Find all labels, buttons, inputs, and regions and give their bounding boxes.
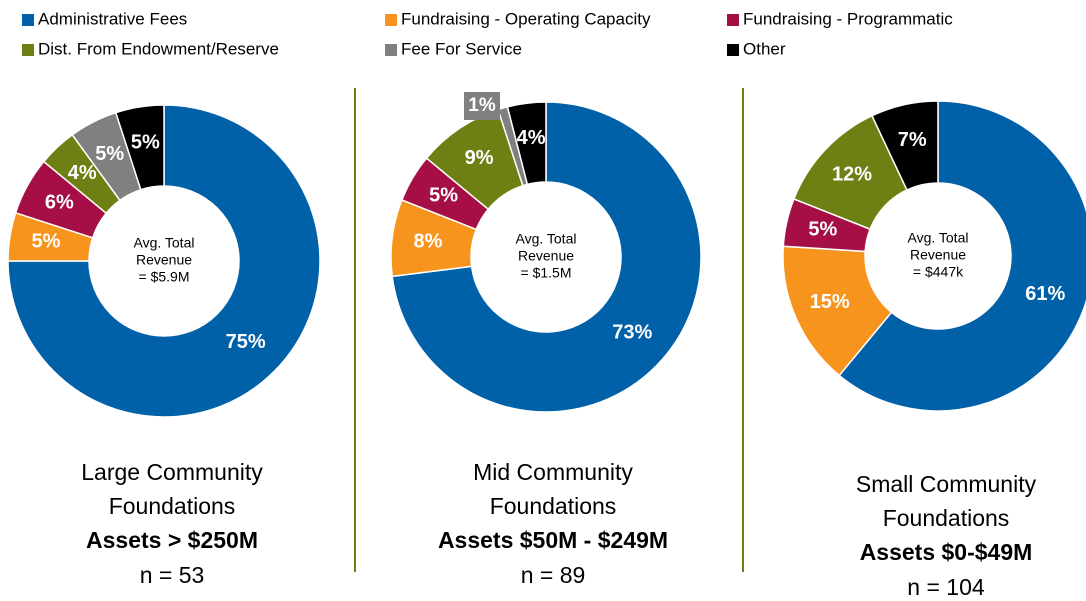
chart-subtitle: Assets $0-$49M: [860, 539, 1033, 565]
data-label: 5%: [131, 131, 160, 153]
data-label: 5%: [808, 219, 837, 241]
data-label: 15%: [810, 291, 850, 313]
data-label: 4%: [68, 162, 97, 184]
chart-title: Large Community: [81, 459, 263, 485]
chart-title: Foundations: [883, 505, 1010, 531]
slice: [391, 101, 702, 413]
slice: [871, 100, 939, 191]
slice: [838, 100, 1086, 412]
center-label: Avg. Total: [908, 230, 969, 246]
chart-subtitle: Assets > $250M: [86, 527, 258, 553]
chart-note: n = 104: [907, 574, 985, 600]
center-label: Avg. Total: [134, 235, 195, 251]
center-label: = $447k: [913, 264, 964, 280]
chart-subtitle: Assets $50M - $249M: [438, 527, 668, 553]
legend-label: Fee For Service: [401, 39, 522, 58]
data-label: 5%: [429, 185, 458, 207]
chart-note: n = 89: [521, 562, 586, 588]
slice: [114, 104, 165, 191]
legend-swatch: [727, 14, 739, 26]
chart-note: n = 53: [140, 562, 205, 588]
data-label: 12%: [832, 164, 872, 186]
center-label: Revenue: [518, 248, 574, 264]
data-label: 7%: [898, 129, 927, 151]
legend-swatch: [385, 14, 397, 26]
chart-title: Foundations: [490, 493, 617, 519]
legend-swatch: [22, 44, 34, 56]
center-label: = $5.9M: [139, 269, 190, 285]
slice: [782, 245, 893, 377]
data-label: 4%: [517, 127, 546, 149]
chart-title: Mid Community: [473, 459, 633, 485]
center-label: Revenue: [910, 247, 966, 263]
slice: [7, 104, 321, 418]
legend-swatch: [22, 14, 34, 26]
center-label: Revenue: [136, 252, 192, 268]
data-label: 1%: [468, 95, 496, 116]
center-label: Avg. Total: [516, 231, 577, 247]
legend-label: Other: [743, 39, 786, 58]
label-box: [464, 92, 500, 120]
chart-title: Small Community: [856, 471, 1037, 497]
slice: [506, 101, 547, 186]
data-label: 73%: [612, 321, 652, 343]
legend-label: Dist. From Endowment/Reserve: [38, 39, 279, 58]
center-label: = $1.5M: [521, 265, 572, 281]
legend-label: Administrative Fees: [38, 9, 187, 28]
legend-label: Fundraising - Programmatic: [743, 9, 953, 28]
legend-label: Fundraising - Operating Capacity: [401, 9, 651, 28]
legend-swatch: [727, 44, 739, 56]
data-label: 61%: [1025, 283, 1065, 305]
data-label: 8%: [413, 230, 442, 252]
data-label: 5%: [32, 231, 61, 253]
data-label: 5%: [95, 143, 124, 165]
legend-swatch: [385, 44, 397, 56]
chart-title: Foundations: [109, 493, 236, 519]
data-label: 75%: [226, 331, 266, 353]
data-label: 9%: [465, 147, 494, 169]
data-label: 6%: [45, 192, 74, 214]
